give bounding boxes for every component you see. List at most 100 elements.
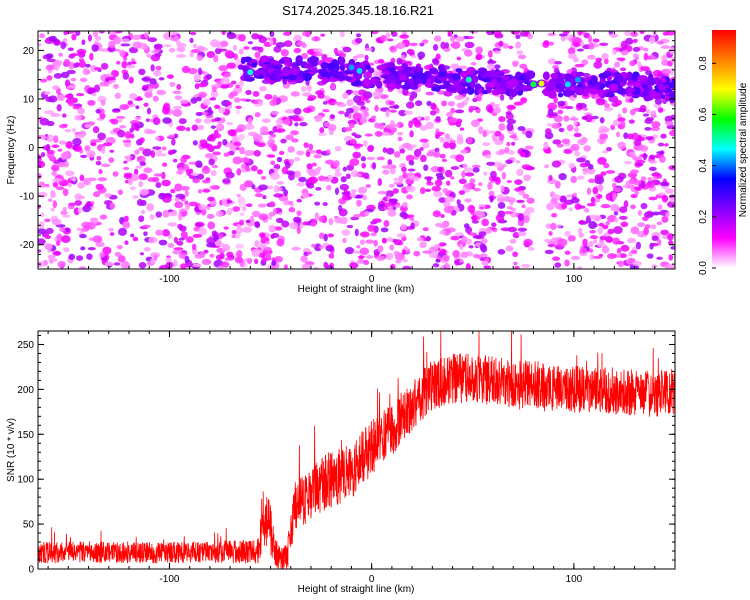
- heatmap-cell: [82, 205, 91, 213]
- heatmap-cell: [201, 166, 211, 174]
- heatmap-cell: [391, 31, 398, 37]
- spectrogram-frame: [37, 30, 676, 270]
- heatmap-cell: [245, 166, 251, 172]
- heatmap-cell: [624, 160, 632, 165]
- heatmap-cell: [422, 250, 433, 254]
- heatmap-cell: [399, 34, 410, 39]
- heatmap-cell: [458, 178, 467, 185]
- heatmap-cell: [487, 182, 493, 190]
- heatmap-cell: [70, 77, 77, 82]
- heatmap-cell: [68, 61, 75, 70]
- band-cell: [290, 69, 299, 75]
- heatmap-cell: [372, 162, 377, 170]
- heatmap-cell: [261, 118, 271, 124]
- heatmap-cell: [80, 227, 89, 232]
- heatmap-cell: [252, 134, 263, 142]
- band-cell: [327, 62, 336, 71]
- heatmap-cell: [256, 169, 263, 175]
- band-cell: [431, 86, 438, 92]
- heatmap-cell: [272, 208, 277, 215]
- heatmap-cell: [502, 43, 509, 49]
- heatmap-cell: [633, 139, 642, 146]
- heatmap-cell: [605, 170, 616, 174]
- heatmap-cell: [433, 190, 443, 198]
- heatmap-cell: [138, 215, 145, 223]
- heatmap-cell: [60, 152, 68, 160]
- heatmap-cell: [644, 126, 652, 131]
- heatmap-cell: [213, 54, 219, 63]
- heatmap-cell: [612, 182, 617, 189]
- heatmap-cell: [99, 81, 109, 87]
- heatmap-cell: [322, 109, 330, 113]
- heatmap-cell: [317, 132, 327, 136]
- heatmap-cell: [635, 162, 644, 167]
- heatmap-cell: [163, 44, 171, 48]
- heatmap-cell: [630, 31, 639, 37]
- heatmap-cell: [443, 90, 453, 97]
- heatmap-cell: [458, 243, 464, 251]
- heatmap-cell: [167, 149, 174, 156]
- heatmap-cell: [158, 77, 165, 81]
- heatmap-cell: [401, 201, 408, 208]
- band-cell: [562, 88, 573, 97]
- heatmap-cell: [131, 122, 139, 131]
- heatmap-cell: [321, 53, 328, 62]
- heatmap-cell: [462, 163, 467, 168]
- heatmap-cell: [614, 218, 619, 223]
- heatmap-cell: [251, 248, 262, 255]
- heatmap-cell: [302, 221, 309, 226]
- heatmap-cell: [465, 96, 470, 102]
- heatmap-cell: [99, 214, 108, 220]
- heatmap-cell: [124, 131, 132, 139]
- heatmap-cell: [143, 102, 149, 107]
- heatmap-cell: [443, 206, 454, 214]
- heatmap-cell: [209, 97, 217, 101]
- heatmap-cell: [393, 239, 403, 246]
- band-cell: [563, 73, 573, 79]
- heatmap-cell: [185, 236, 194, 243]
- heatmap-cell: [176, 46, 186, 53]
- band-cell: [401, 84, 412, 90]
- heatmap-cell: [346, 107, 354, 114]
- heatmap-cell: [328, 253, 335, 259]
- heatmap-cell: [646, 253, 654, 259]
- heatmap-cell: [134, 116, 142, 121]
- heatmap-cell: [380, 227, 389, 233]
- heatmap-cell: [385, 32, 391, 39]
- heatmap-cell: [577, 31, 583, 36]
- heatmap-cell: [165, 257, 172, 263]
- heatmap-cell: [67, 205, 75, 210]
- heatmap-cell: [269, 39, 274, 46]
- band-cell: [337, 73, 346, 82]
- heatmap-cell: [122, 72, 130, 80]
- heatmap-cell: [645, 117, 654, 122]
- y-tick-label: 0: [28, 143, 34, 154]
- heatmap-cell: [657, 204, 663, 211]
- heatmap-cell: [455, 121, 462, 128]
- band-cell: [413, 66, 424, 73]
- heatmap-cell: [192, 140, 198, 146]
- heatmap-cell: [225, 171, 235, 179]
- heatmap-cell: [226, 207, 233, 216]
- heatmap-cell: [93, 139, 103, 143]
- heatmap-cell: [443, 255, 450, 262]
- heatmap-cell: [125, 64, 136, 69]
- heatmap-cell: [94, 41, 99, 45]
- band-cell: [495, 88, 506, 94]
- heatmap-cell: [83, 177, 90, 185]
- heatmap-cell: [77, 107, 85, 115]
- heatmap-cell: [639, 31, 645, 34]
- heatmap-cell: [324, 95, 330, 101]
- heatmap-cell: [669, 129, 675, 137]
- heatmap-cell: [38, 238, 46, 245]
- band-cell: [642, 87, 652, 96]
- heatmap-cell: [452, 249, 460, 258]
- heatmap-cell: [497, 202, 506, 209]
- heatmap-cell: [57, 161, 67, 168]
- band-cell: [443, 80, 450, 88]
- heatmap-cell: [306, 182, 315, 189]
- heatmap-cell: [197, 82, 207, 88]
- heatmap-cell: [52, 200, 58, 209]
- heatmap-cell: [595, 57, 603, 63]
- band-cell: [328, 77, 339, 82]
